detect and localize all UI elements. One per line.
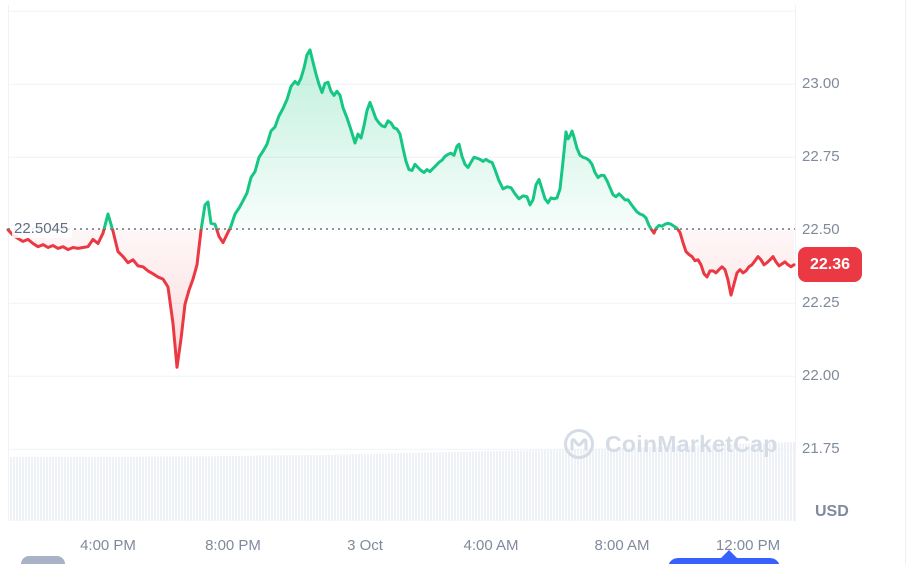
scrollbar-handle[interactable] xyxy=(21,556,65,564)
time-axis-label: 4:00 PM xyxy=(80,537,136,554)
price-axis-label: 22.25 xyxy=(802,294,840,312)
time-scrubber-tooltip[interactable] xyxy=(668,550,780,564)
coinmarketcap-logo-icon xyxy=(564,429,594,459)
watermark: CoinMarketCap xyxy=(562,427,778,461)
time-axis-label: 4:00 AM xyxy=(463,537,519,554)
tooltip-arrow-icon xyxy=(721,550,737,558)
time-axis-label: 8:00 PM xyxy=(205,537,261,554)
volume-bars xyxy=(10,441,795,521)
price-axis-label: 22.75 xyxy=(802,148,840,166)
time-axis-label: 12:00 PM xyxy=(715,537,781,554)
price-axis-label: 21.75 xyxy=(802,440,840,458)
baseline-price-label: 22.5045 xyxy=(12,220,73,238)
currency-unit-label: USD xyxy=(815,503,849,520)
time-axis-label: 3 Oct xyxy=(347,537,383,554)
price-axis-label: 22.50 xyxy=(802,221,840,239)
current-price-badge: 22.36 xyxy=(798,247,862,282)
time-axis-label: 8:00 AM xyxy=(594,537,650,554)
price-axis-label: 23.00 xyxy=(802,75,840,93)
watermark-text: CoinMarketCap xyxy=(605,430,778,457)
panel-divider xyxy=(905,0,906,564)
price-axis-label: 22.00 xyxy=(802,367,840,385)
